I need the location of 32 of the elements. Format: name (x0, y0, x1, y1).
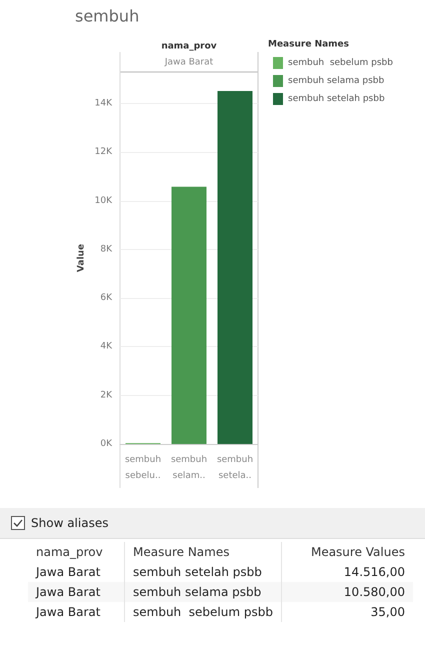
y-tick-label: 10K (94, 196, 114, 206)
legend-label: sembuh selama psbb (288, 76, 384, 86)
text: Measure Names (133, 545, 230, 559)
text: sembuh selama psbb (133, 585, 262, 599)
text: Jawa Barat (164, 58, 214, 68)
legend-title: Measure Names (268, 40, 350, 50)
chart-title: sembuh (75, 6, 140, 26)
text: 35,00 (370, 604, 406, 621)
y-tick-label: 8K (100, 244, 114, 254)
text: Jawa Barat (36, 565, 100, 579)
x-tick-label: sembuh setela.. (216, 455, 254, 481)
text: Jawa Barat (36, 585, 100, 599)
y-tick-label: 6K (100, 293, 114, 304)
y-axis-title: Value (76, 244, 86, 272)
y-tick-label: 12K (94, 147, 114, 158)
y-tick-label: 14K (94, 98, 114, 109)
x-tick-label: sembuh sebelu.. (124, 455, 162, 481)
text: nama_prov (161, 42, 217, 52)
text: sembuh sebelum psbb (133, 605, 273, 619)
text: 10.580,00 (342, 584, 406, 601)
text: 14.516,00 (342, 564, 406, 581)
text: Measure Values (310, 544, 406, 561)
legend-label: sembuh sebelum psbb (288, 58, 394, 68)
text: Show aliases (31, 516, 108, 530)
x-tick-label: sembuh selam.. (170, 455, 208, 481)
legend-label: sembuh setelah psbb (288, 94, 385, 104)
text: sembuh setelah psbb (133, 565, 262, 579)
text: nama_prov (28, 542, 124, 562)
text: Jawa Barat (36, 605, 100, 619)
y-tick-label: 2K (100, 390, 114, 400)
y-tick-label: 4K (100, 342, 114, 352)
y-tick-label: 0K (100, 439, 114, 449)
